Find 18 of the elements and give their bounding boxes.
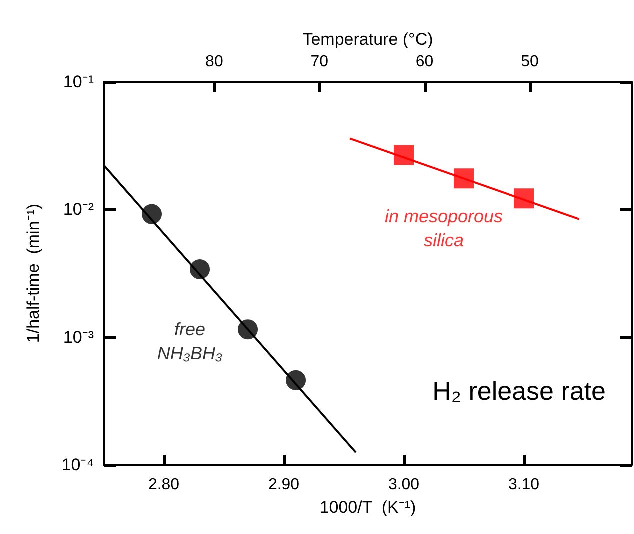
x2-tick-label: 50	[521, 54, 539, 70]
annotation: H₂ release rate	[432, 376, 606, 406]
x-tick-label: 2.90	[268, 476, 300, 494]
x2-tick-label: 80	[206, 54, 224, 70]
x2-tick-label: 60	[416, 54, 434, 70]
x-tick-label: 3.00	[388, 476, 420, 494]
x2-axis-title: Temperature (°C)	[302, 30, 434, 49]
y-axis-title: 1/half-time (min⁻¹)	[24, 204, 43, 344]
y-tick-label: 10⁻¹	[63, 72, 94, 92]
x2-tick-label: 70	[310, 54, 329, 70]
y-tick-label: 10⁻⁴	[62, 456, 94, 474]
x-tick-label: 2.80	[148, 476, 180, 494]
y-tick-label: 10⁻²	[63, 200, 94, 220]
x-tick-label: 3.10	[508, 476, 540, 494]
x-axis-title: 1000/T (K⁻¹)	[320, 498, 416, 517]
series-label: in mesoporous silica	[384, 206, 504, 251]
y-tick-label: 10⁻³	[63, 328, 94, 347]
series-label: free NH₃BH₃	[157, 320, 223, 364]
